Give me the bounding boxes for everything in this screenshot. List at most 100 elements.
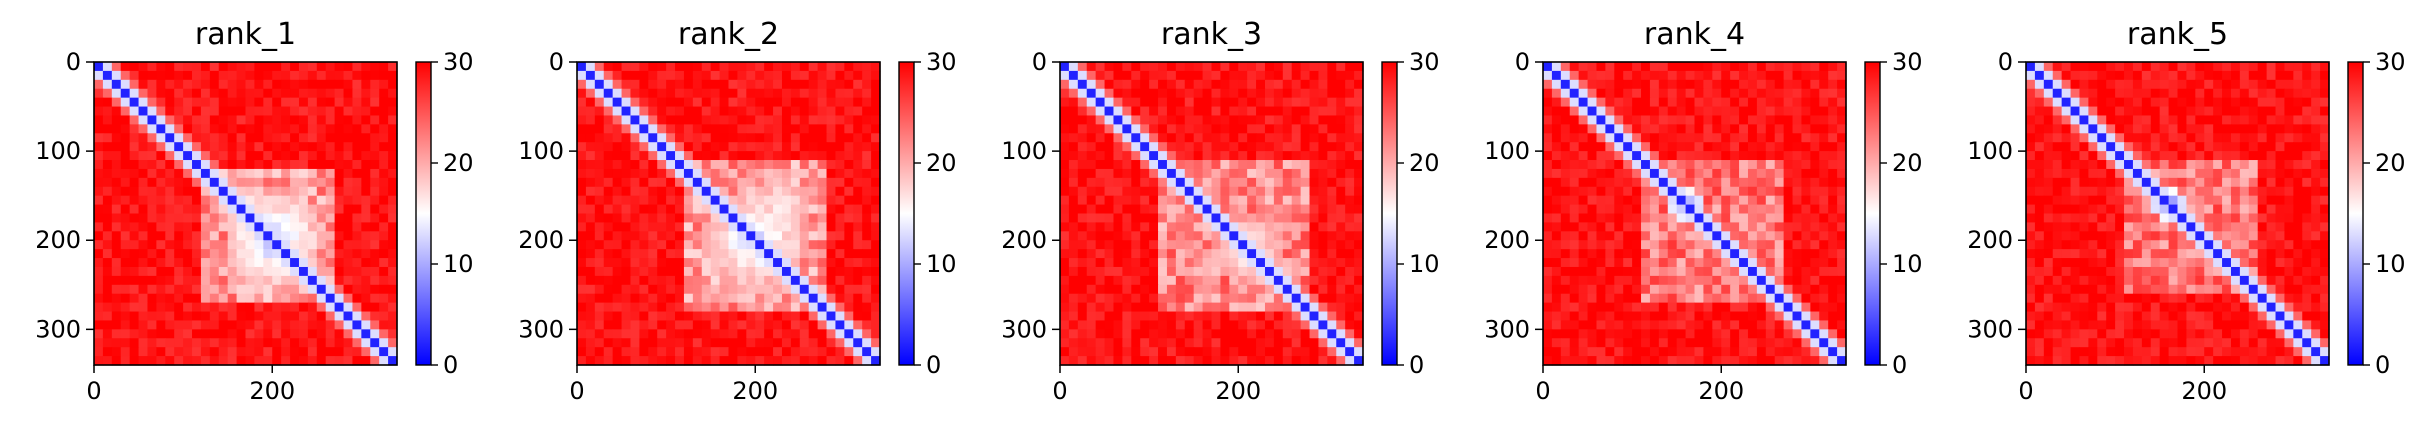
heatmap-cell [1158, 231, 1168, 241]
heatmap-cell [809, 151, 819, 161]
heatmap-cell [1712, 303, 1722, 313]
heatmap-cell [1775, 62, 1785, 72]
colorbar-tick-label: 20 [1409, 149, 1440, 177]
heatmap-cell [1828, 196, 1838, 206]
heatmap-cell [1784, 303, 1794, 313]
heatmap-cell [1605, 338, 1615, 348]
heatmap-cell [1579, 115, 1589, 125]
heatmap-cell [1784, 347, 1794, 357]
heatmap-cell [335, 249, 345, 259]
heatmap-cell [693, 151, 703, 161]
heatmap-cell [1677, 71, 1687, 81]
heatmap-cell [2026, 80, 2036, 90]
heatmap-cell [147, 214, 157, 224]
heatmap-cell [352, 142, 362, 152]
heatmap-cell [361, 267, 371, 277]
heatmap-cell [1327, 276, 1337, 286]
heatmap-cell [657, 285, 667, 295]
heatmap-cell [326, 151, 336, 161]
heatmap-cell [639, 267, 649, 277]
heatmap-cell [130, 196, 140, 206]
heatmap-cell [737, 107, 747, 117]
heatmap-cell [1588, 196, 1598, 206]
heatmap-cell [577, 205, 587, 215]
heatmap-cell [246, 98, 256, 108]
heatmap-cell [1274, 258, 1284, 268]
heatmap-cell [1069, 107, 1079, 117]
heatmap-cell [2284, 107, 2294, 117]
heatmap-cell [1668, 62, 1678, 72]
heatmap-cell [1087, 169, 1097, 179]
heatmap-cell [103, 276, 113, 286]
heatmap-cell [1668, 329, 1678, 339]
heatmap-cell [254, 240, 264, 250]
heatmap-cell [165, 231, 175, 241]
heatmap-cell [1543, 240, 1553, 250]
heatmap-cell [1140, 338, 1150, 348]
heatmap-cell [693, 267, 703, 277]
heatmap-cell [103, 303, 113, 313]
heatmap-cell [1212, 312, 1222, 322]
heatmap-cell [791, 267, 801, 277]
heatmap-cell [782, 89, 792, 99]
heatmap-cell [729, 303, 739, 313]
heatmap-cell [791, 205, 801, 215]
heatmap-cell [1686, 240, 1696, 250]
heatmap-cell [326, 160, 336, 170]
heatmap-cell [165, 356, 175, 366]
heatmap-cell [657, 187, 667, 197]
heatmap-cell [1238, 169, 1248, 179]
heatmap-cell [2133, 98, 2143, 108]
heatmap-cell [1220, 124, 1230, 134]
heatmap-cell [586, 329, 596, 339]
heatmap-cell [2124, 71, 2134, 81]
heatmap-cell [1801, 347, 1811, 357]
heatmap-cell [1345, 160, 1355, 170]
heatmap-cell [1748, 347, 1758, 357]
heatmap-cell [666, 249, 676, 259]
heatmap-cell [737, 80, 747, 90]
heatmap-cell [800, 285, 810, 295]
heatmap-cell [1327, 249, 1337, 259]
heatmap-cell [121, 196, 131, 206]
heatmap-cell [1579, 320, 1589, 330]
heatmap-cell [613, 62, 623, 72]
heatmap-cell [622, 80, 632, 90]
heatmap-cell [844, 107, 854, 117]
heatmap-cell [1060, 71, 1070, 81]
heatmap-cell [1668, 142, 1678, 152]
heatmap-cell [2115, 107, 2125, 117]
heatmap-cell [388, 107, 398, 117]
heatmap-cell [1220, 356, 1230, 366]
heatmap-cell [827, 338, 837, 348]
heatmap-cell [335, 187, 345, 197]
heatmap-cell [2088, 62, 2098, 72]
heatmap-cell [1292, 338, 1302, 348]
heatmap-cell [1703, 249, 1713, 259]
heatmap-cell [720, 356, 730, 366]
heatmap-cell [2195, 124, 2205, 134]
heatmap-cell [317, 71, 327, 81]
heatmap-cell [1596, 196, 1606, 206]
heatmap-cell [844, 196, 854, 206]
heatmap-cell [103, 160, 113, 170]
panel-title: rank_2 [678, 17, 779, 52]
heatmap-cell [1194, 356, 1204, 366]
colorbar-tick-label: 10 [926, 250, 957, 278]
heatmap-cell [1784, 222, 1794, 232]
heatmap-cell [1828, 169, 1838, 179]
heatmap-cell [729, 133, 739, 143]
heatmap-cell [254, 294, 264, 304]
heatmap-cell [1345, 222, 1355, 232]
heatmap-cell [2169, 89, 2179, 99]
heatmap-cell [1570, 329, 1580, 339]
heatmap-cell [1801, 160, 1811, 170]
heatmap-cell [613, 160, 623, 170]
heatmap-cell [94, 347, 104, 357]
heatmap-cell [835, 169, 845, 179]
heatmap-cell [604, 187, 614, 197]
heatmap-cell [147, 142, 157, 152]
heatmap-cell [1274, 196, 1284, 206]
heatmap-cell [1336, 98, 1346, 108]
heatmap-cell [112, 187, 122, 197]
